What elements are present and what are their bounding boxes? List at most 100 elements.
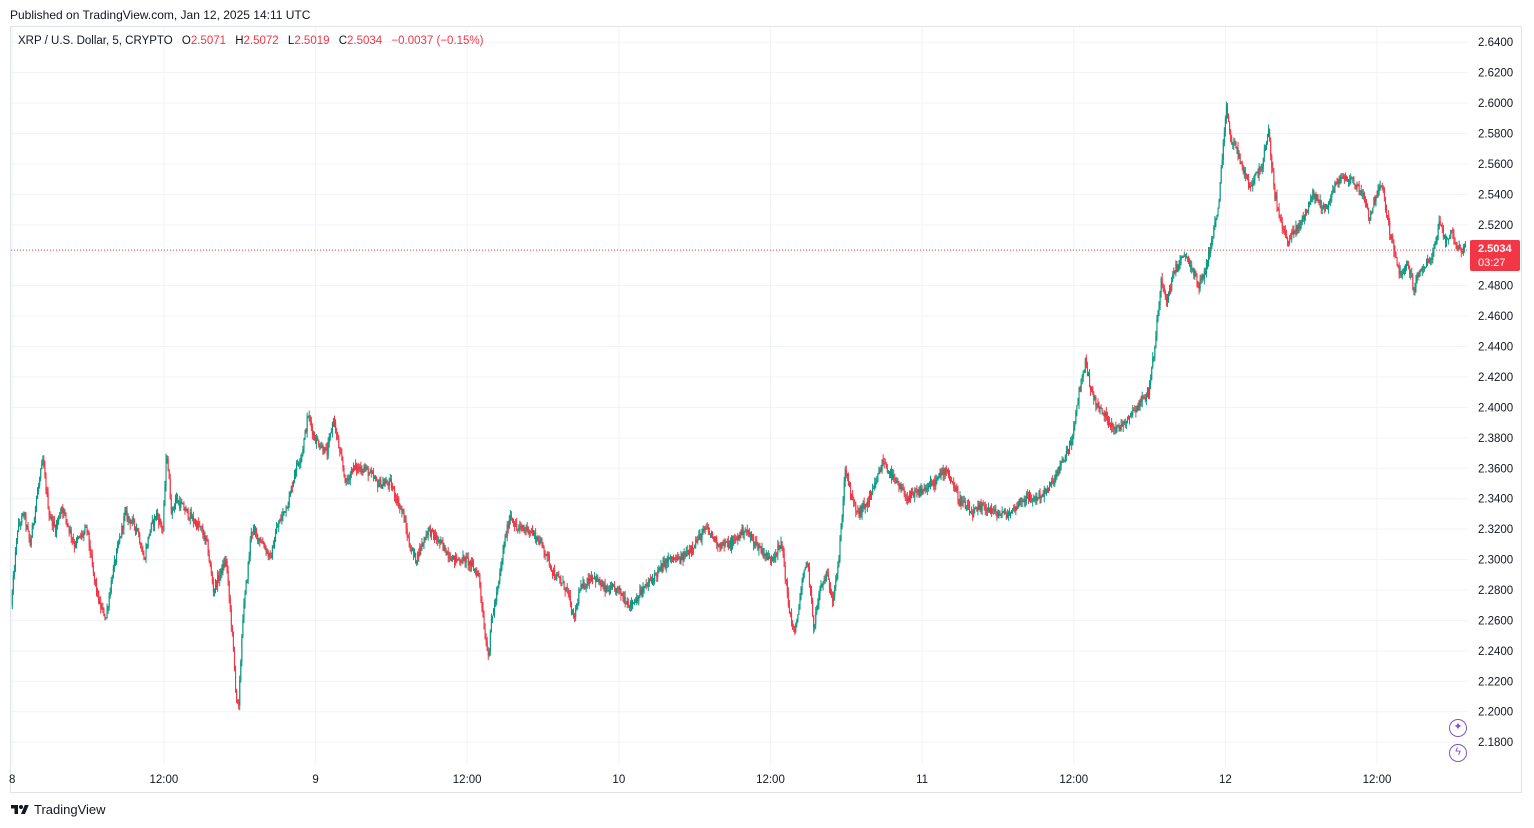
candle-body (406, 528, 408, 537)
candle-body (235, 668, 237, 691)
price-axis[interactable]: 2.6400 2.6200 2.6000 2.5800 2.5600 2.5400 2.52… (1478, 37, 1513, 749)
candle-body (568, 592, 570, 596)
candle-body (781, 541, 783, 546)
candle-body (1105, 412, 1107, 417)
candle-body (688, 549, 690, 555)
candle-body (720, 546, 722, 549)
candle-body (1081, 376, 1083, 379)
candle-body (1055, 473, 1057, 477)
candle-body (316, 438, 318, 444)
candle-body (860, 507, 862, 515)
candle-body (468, 561, 470, 566)
candle-body (834, 586, 836, 596)
candle-body (138, 531, 140, 534)
candle-body (1213, 227, 1215, 239)
candle-body (1165, 297, 1168, 302)
candle-body (908, 493, 911, 501)
time-axis[interactable]: 8 12:00 9 12:00 10 12:00 11 12:00 12 12:00 (9, 774, 1391, 786)
candle-body (1437, 229, 1439, 240)
candle-body (574, 615, 576, 618)
candle-body (509, 515, 511, 521)
candle-body (344, 474, 346, 482)
candle-body (887, 471, 890, 473)
chart-frame[interactable] (10, 26, 1522, 793)
candle-body (12, 575, 14, 592)
candle-body (184, 509, 186, 512)
candle-body (1321, 208, 1323, 210)
candle-body (118, 542, 120, 546)
published-header: Published on TradingView.com, Jan 12, 20… (10, 8, 311, 22)
candle-body (605, 585, 607, 592)
candle-body (1098, 407, 1100, 409)
candle-body (569, 595, 571, 604)
candle-body (1107, 421, 1110, 423)
candle-body (43, 459, 45, 467)
candle-body (1398, 265, 1400, 274)
candle-body (105, 617, 107, 619)
candle-body (880, 470, 882, 472)
candle-body (1047, 488, 1050, 492)
candle-body (483, 615, 485, 629)
candle-body (960, 496, 962, 506)
candle-body (890, 469, 892, 475)
candle-body (425, 534, 427, 540)
candle-body (397, 498, 399, 503)
candle-body (807, 563, 809, 569)
candle-body (1060, 463, 1062, 466)
candle-body (154, 516, 157, 519)
candle-body (187, 509, 189, 519)
candle-body (246, 579, 248, 583)
candle-body (687, 550, 689, 555)
candle-body (1019, 497, 1021, 503)
candle-body (664, 561, 666, 568)
candle-body (1277, 207, 1279, 210)
candle-body (240, 661, 242, 681)
candle-body (633, 603, 635, 605)
candle-body (685, 552, 687, 557)
candle-body (299, 462, 301, 464)
candle-body (1397, 265, 1399, 267)
candle-body (1404, 265, 1407, 270)
candle-body (1134, 410, 1136, 412)
sparkle-icon[interactable]: ✦ (1449, 719, 1467, 737)
candle-body (719, 544, 721, 547)
candle-body (660, 564, 662, 569)
candle-body (1127, 417, 1130, 419)
candle-body (586, 578, 588, 585)
candle-body (47, 492, 49, 509)
lightning-icon[interactable]: ϟ (1449, 744, 1467, 762)
candle-body (39, 478, 41, 486)
candle-body (317, 438, 319, 441)
candle-body (859, 507, 861, 516)
candle-body (21, 515, 23, 524)
candle-body (1434, 241, 1436, 248)
candle-body (357, 466, 359, 471)
footer-brand[interactable]: TradingView (10, 802, 106, 817)
candle-body (273, 540, 276, 549)
candle-body (595, 576, 597, 583)
candle-body (53, 521, 55, 526)
candle-body (510, 515, 513, 518)
candle-body (209, 560, 211, 566)
candle-body (794, 628, 796, 633)
candle-body (1402, 271, 1404, 274)
candle-body (795, 624, 797, 633)
candle-body (201, 526, 203, 530)
candle-body (945, 467, 947, 472)
price-tick-label: 2.6400 (1478, 37, 1513, 49)
candle-body (1126, 417, 1129, 422)
candle-body (1313, 190, 1315, 199)
candle-body (1018, 502, 1020, 505)
candle-body (1136, 406, 1138, 412)
candle-body (973, 509, 975, 517)
candle-body (915, 491, 917, 493)
candle-body (1032, 498, 1034, 501)
candle-body (1384, 196, 1387, 211)
candle-body (663, 561, 665, 563)
candle-body (593, 577, 595, 579)
price-tick-label: 2.4400 (1478, 342, 1513, 354)
candle-body (127, 516, 129, 520)
candle-body (225, 560, 227, 562)
candle-body (573, 611, 575, 616)
